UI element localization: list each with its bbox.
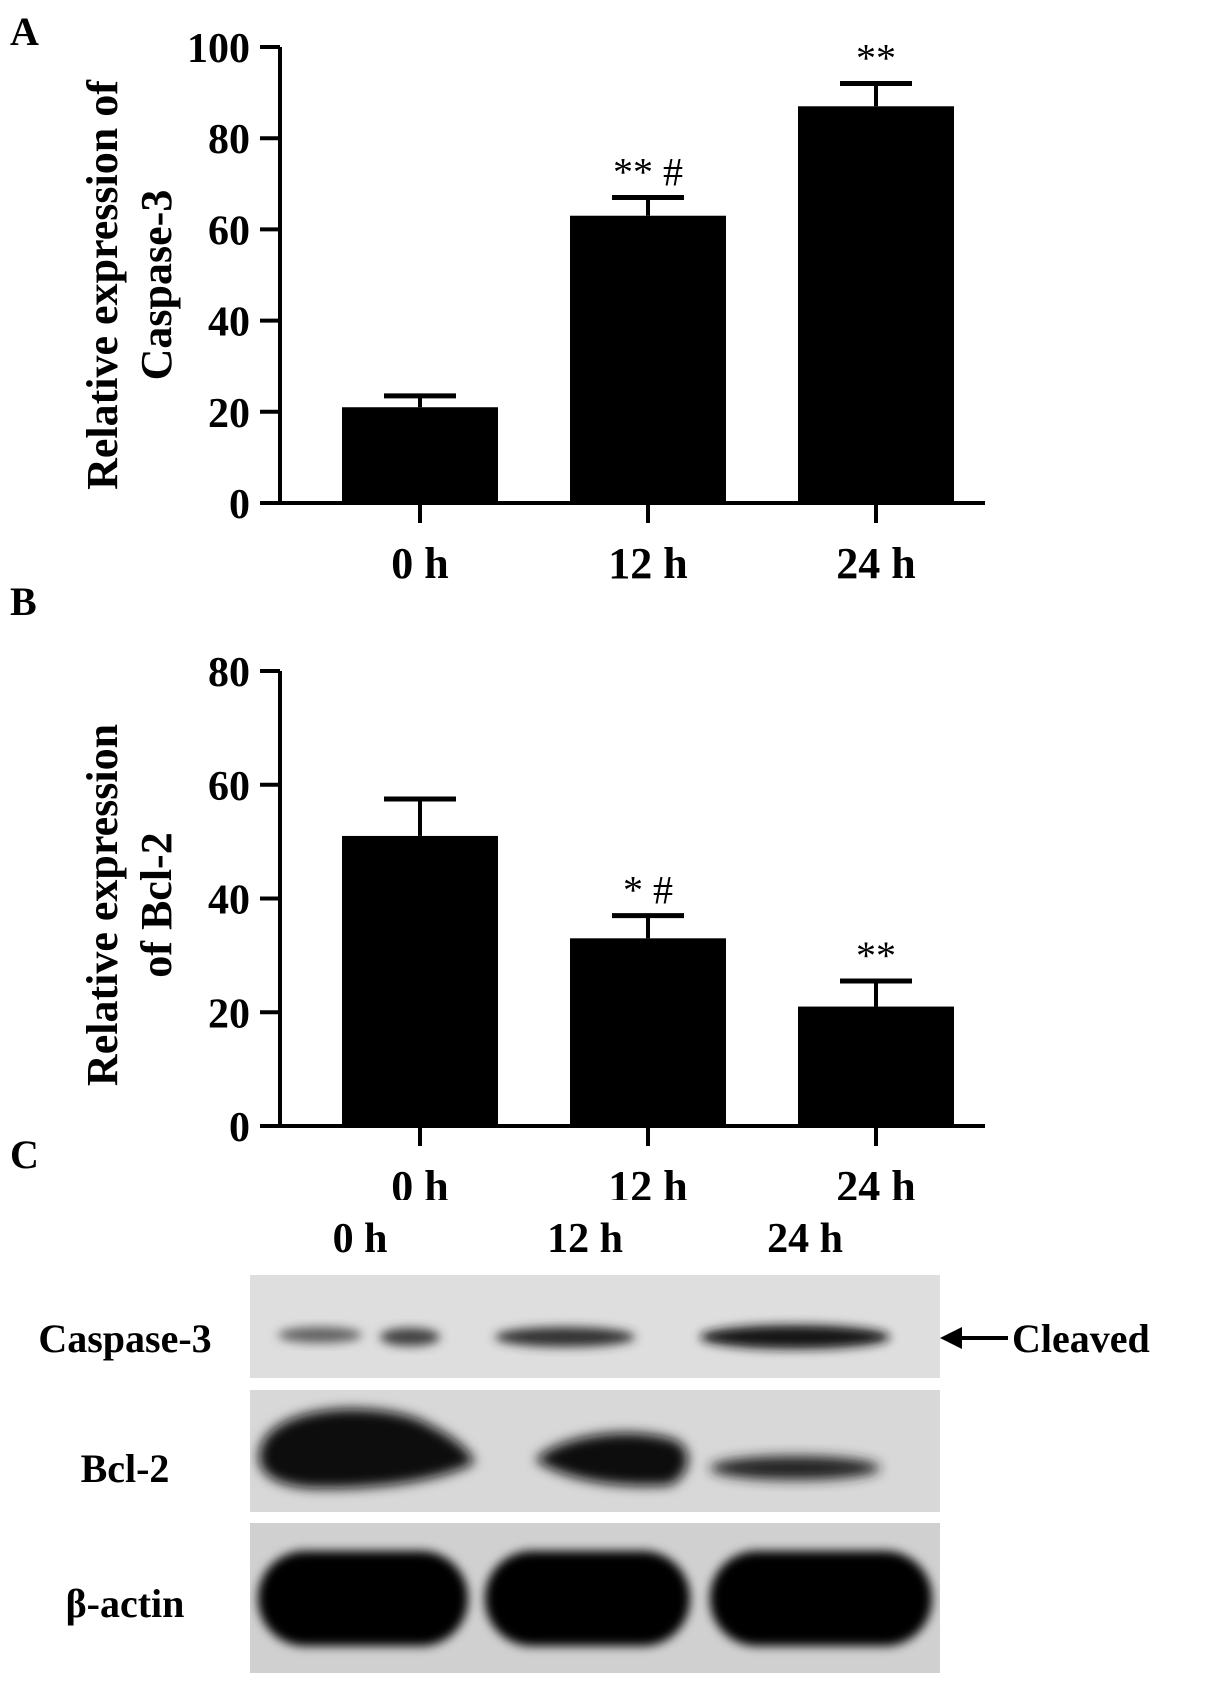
band-caspase-12h [495,1327,635,1347]
row-label-bcl-2: Bcl-2 [80,1446,170,1491]
panel-letter-a: A [10,9,39,54]
western-blot: 0 h 12 h 24 h Caspase-3 Bcl-2 β-actin [0,1215,1205,1698]
chart-a-svg: 0 20 40 60 80 100 0 h 12 h ** # 24 h ** Relative ex… [78,26,985,580]
chart-a-bar-2 [798,106,954,503]
chart-b-annotation-1: * # [623,868,673,913]
chart-b-ylabel: Relative expression of Bcl-2 [78,724,181,1086]
row-label-caspase-3: Caspase-3 [38,1316,212,1361]
chart-b-bar-0 [342,835,498,1126]
left-arrow-icon [940,1327,1008,1349]
gel-strip-beta-actin-bands [258,1551,932,1646]
band-caspase-0h-b [380,1328,440,1346]
chart-b-ylabel-line-0: Relative expression [78,724,127,1086]
panel-letter-c: C [10,1132,39,1177]
gel-strip-beta-actin [250,1523,940,1673]
chart-b-bar-2 [798,1006,954,1126]
chart-a-annotation-1: ** # [613,149,683,194]
chart-b-ytick-label-1: 20 [208,991,250,1037]
band-caspase-0h-a [278,1327,362,1343]
chart-b-ytick-label-3: 60 [208,764,250,810]
gel-strip-bcl-2-bands [259,1408,880,1489]
chart-a-ytick-label-5: 100 [187,26,250,72]
chart-a-ytick-label-1: 20 [208,391,250,437]
chart-b-ytick-label-2: 40 [208,878,250,924]
gel-strip-caspase-3-bands [278,1325,890,1349]
gel-strip-bcl-2 [250,1390,940,1512]
gel-strip-caspase-3 [250,1275,940,1378]
chart-a-ylabel-line-1: Caspase-3 [132,190,181,381]
chart-a-xtick-label-1: 12 h [608,539,687,580]
chart-a-bar-1 [570,215,726,503]
lane-label-24h: 24 h [767,1216,843,1262]
chart-b-annotation-2: ** [856,933,896,978]
chart-a-ytick-label-3: 60 [208,208,250,254]
chart-b-xtick-label-2: 24 h [836,1162,915,1200]
band-caspase-24h [700,1325,890,1349]
chart-b-xtick-label-0: 0 h [391,1162,448,1200]
band-bcl2-24h [710,1456,880,1480]
chart-a-ylabel: Relative expression of Caspase-3 [78,79,181,490]
chart-a-annotation-2: ** [856,35,896,80]
band-bcl2-0h [259,1408,475,1489]
band-actin-0h [258,1551,468,1646]
panel-letter-b: B [10,579,37,624]
chart-a: 0 20 40 60 80 100 0 h 12 h ** # 24 h ** Relative ex… [0,0,1205,580]
lane-label-12h: 12 h [547,1216,623,1262]
chart-a-ytick-label-4: 80 [208,117,250,163]
chart-b-ytick-label-4: 80 [208,650,250,696]
chart-a-ytick-label-0: 0 [229,482,250,528]
lane-label-0h: 0 h [332,1216,388,1262]
cleaved-label: Cleaved [1012,1316,1150,1361]
chart-a-xtick-label-2: 24 h [836,539,915,580]
chart-b-ytick-label-0: 0 [229,1105,250,1151]
band-bcl2-12h [535,1432,688,1486]
chart-b-bar-1 [570,938,726,1126]
chart-a-xtick-label-0: 0 h [391,539,448,580]
chart-b-xtick-label-1: 12 h [608,1162,687,1200]
band-actin-12h [485,1551,690,1646]
row-label-beta-actin: β-actin [65,1581,185,1626]
chart-b-ylabel-line-1: of Bcl-2 [132,832,181,977]
chart-a-ytick-label-2: 40 [208,300,250,346]
band-actin-24h [710,1551,932,1646]
chart-a-bar-0 [342,407,498,503]
chart-a-ylabel-line-0: Relative expression of [78,79,127,490]
